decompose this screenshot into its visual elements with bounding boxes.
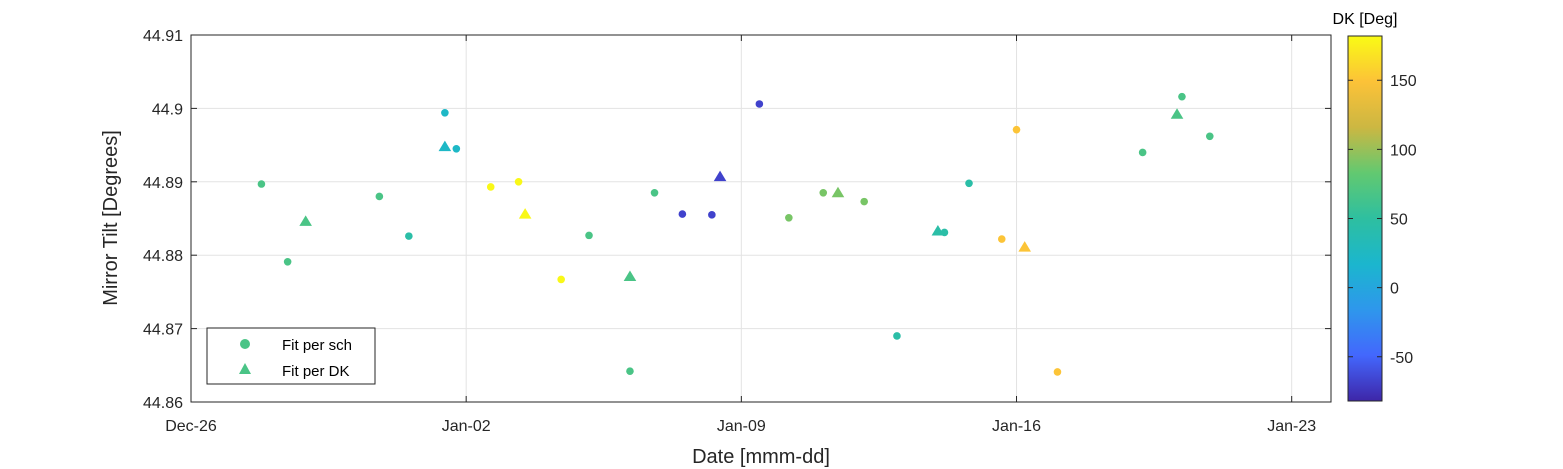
legend-triangle-icon <box>239 363 251 374</box>
y-axis: 44.86 44.87 44.88 44.89 44.9 44.91 <box>143 28 1331 412</box>
data-point-sch <box>708 211 716 219</box>
data-point-sch <box>819 189 828 197</box>
data-point-sch <box>514 178 523 186</box>
data-point-sch <box>650 189 659 197</box>
plot-area <box>190 34 1332 403</box>
data-point-sch <box>1138 148 1147 157</box>
data-point-sch <box>452 144 461 153</box>
legend-circle-icon <box>240 339 250 349</box>
x-axis: Dec-26 Jan-02 Jan-09 Jan-16 Jan-23 <box>165 35 1316 435</box>
y-tick-label: 44.91 <box>143 28 183 45</box>
x-tick-label: Jan-16 <box>992 418 1041 435</box>
data-point-dk <box>518 208 532 219</box>
data-point-sch <box>965 179 973 188</box>
data-point-sch <box>257 180 266 188</box>
data-point-dk <box>1018 241 1032 252</box>
data-point-dk <box>1170 108 1184 119</box>
data-point-sch <box>755 100 764 108</box>
data-point-sch <box>441 109 449 117</box>
y-tick-label: 44.9 <box>152 101 183 118</box>
data-point-sch <box>860 197 868 206</box>
data-point-sch <box>283 258 292 266</box>
data-point-sch <box>405 232 413 240</box>
y-tick-label: 44.89 <box>143 175 183 192</box>
colorbar-tick-label: -50 <box>1390 350 1413 367</box>
y-tick-label: 44.88 <box>143 248 183 265</box>
data-point-sch <box>486 183 495 191</box>
y-tick-label: 44.86 <box>143 395 183 412</box>
colorbar-gradient <box>1347 35 1383 402</box>
x-tick-label: Jan-09 <box>717 418 766 435</box>
data-point-dk <box>299 215 312 226</box>
data-point-sch <box>375 192 384 201</box>
data-point-sch <box>585 231 593 240</box>
data-point-sch <box>557 275 565 284</box>
legend-label-sch: Fit per sch <box>282 337 352 354</box>
colorbar-tick-label: 50 <box>1390 212 1408 229</box>
colorbar-ticks: -50 0 50 100 150 <box>1348 73 1417 367</box>
x-axis-label: Date [mmm-dd] <box>692 446 830 468</box>
data-point-sch <box>1053 368 1062 376</box>
data-point-sch <box>997 235 1006 243</box>
data-points <box>257 92 1214 376</box>
data-point-sch <box>626 367 634 375</box>
data-point-sch <box>893 332 901 340</box>
data-point-dk <box>831 186 845 198</box>
data-point-sch <box>1205 132 1214 141</box>
data-point-dk <box>713 170 727 182</box>
y-tick-label: 44.87 <box>143 322 183 339</box>
x-tick-label: Dec-26 <box>165 418 217 435</box>
legend-label-dk: Fit per DK <box>282 363 350 380</box>
colorbar-title: DK [Deg] <box>1333 11 1398 28</box>
colorbar: -50 0 50 100 150 DK [Deg] <box>1333 11 1417 402</box>
colorbar-tick-label: 0 <box>1390 281 1399 298</box>
x-tick-label: Jan-23 <box>1267 418 1316 435</box>
data-point-dk <box>438 140 452 152</box>
colorbar-tick-label: 150 <box>1390 73 1417 90</box>
legend: Fit per sch Fit per DK <box>206 327 376 385</box>
data-point-dk <box>931 224 945 236</box>
y-axis-label: Mirror Tilt [Degrees] <box>100 130 122 306</box>
legend-box <box>206 327 376 385</box>
data-point-sch <box>785 213 793 222</box>
x-tick-label: Jan-02 <box>442 418 491 435</box>
colorbar-tick-label: 100 <box>1390 142 1417 159</box>
data-point-sch <box>678 210 687 218</box>
data-point-dk <box>623 270 637 281</box>
data-point-sch <box>1012 125 1021 134</box>
data-point-sch <box>1178 92 1186 101</box>
